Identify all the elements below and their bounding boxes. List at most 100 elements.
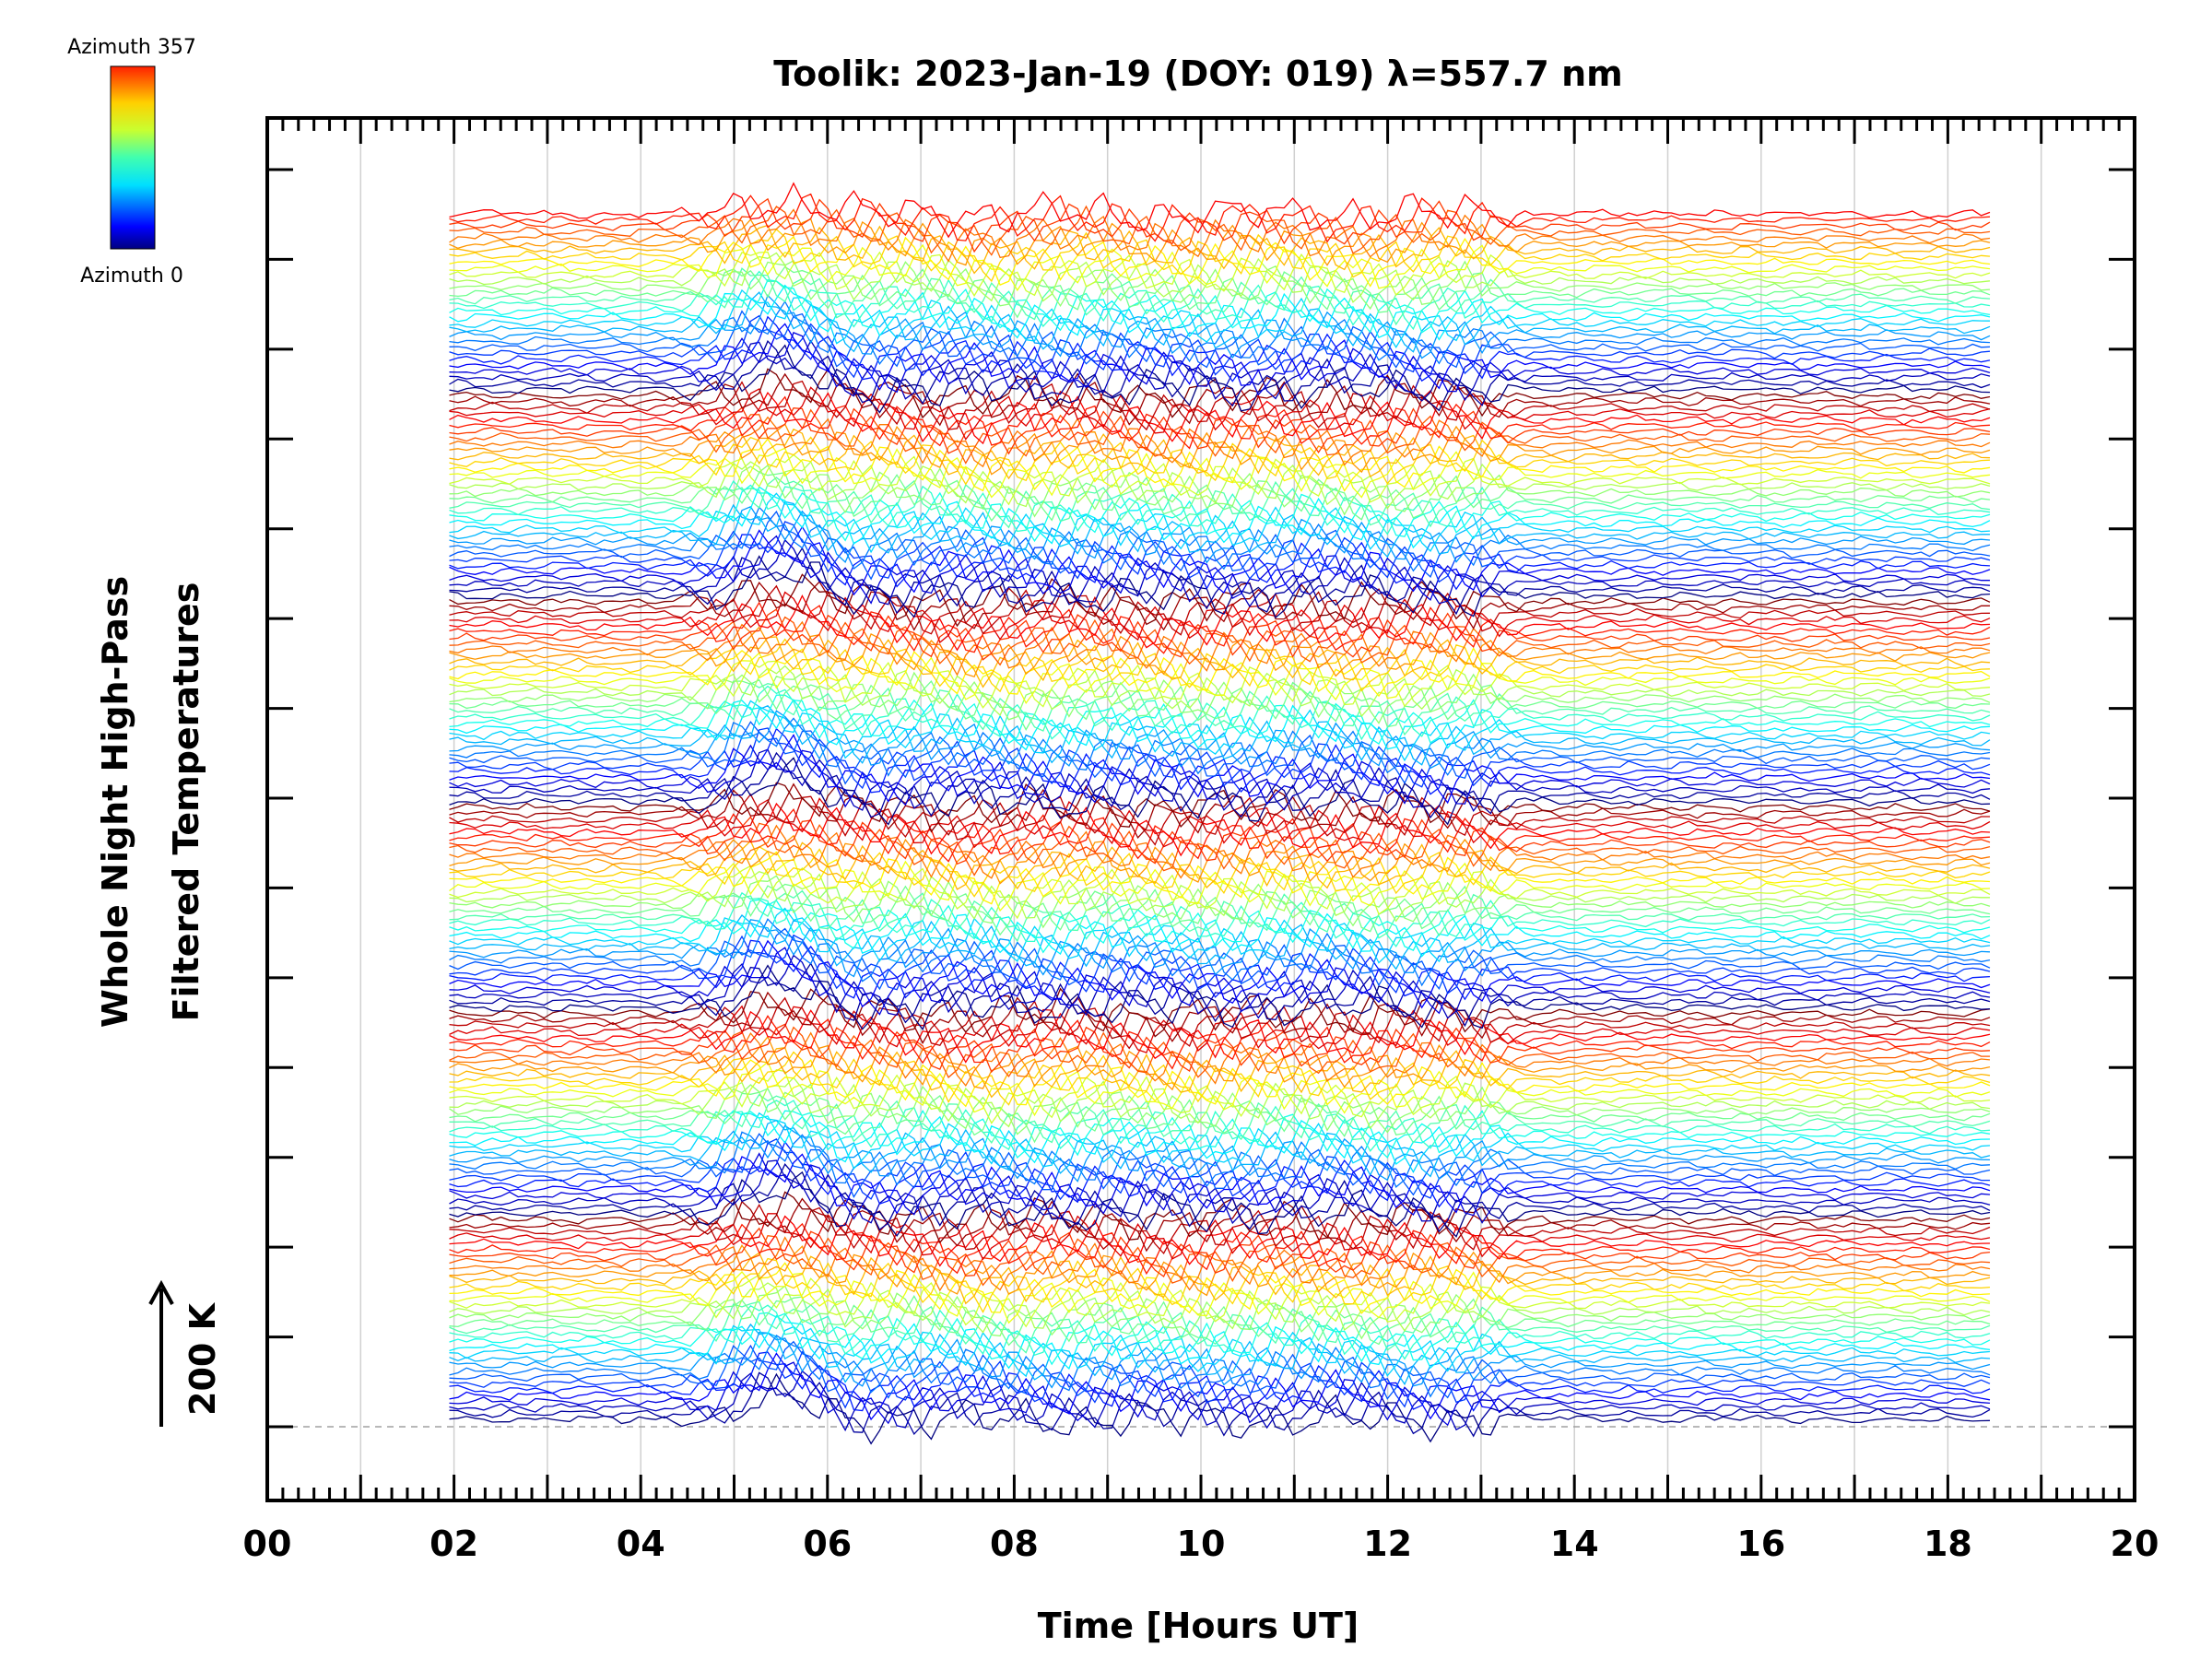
series-line bbox=[449, 555, 1991, 619]
series-line bbox=[449, 1124, 1991, 1182]
series-line bbox=[449, 991, 1991, 1044]
series-line bbox=[449, 197, 1991, 253]
series-line bbox=[449, 205, 1991, 256]
x-tick-label: 04 bbox=[617, 1524, 665, 1564]
series-line bbox=[449, 291, 1991, 353]
series-line bbox=[449, 428, 1991, 480]
series-line bbox=[449, 964, 1991, 1031]
series-line bbox=[449, 506, 1991, 572]
colorbar-bottom-label: Azimuth 0 bbox=[80, 265, 183, 288]
series-line bbox=[449, 870, 1990, 923]
series-line bbox=[449, 1133, 1991, 1198]
series-line bbox=[449, 182, 1991, 239]
series-line bbox=[449, 727, 1991, 790]
series-line bbox=[449, 260, 1991, 311]
series-line bbox=[449, 486, 1991, 549]
series-line bbox=[449, 1138, 1990, 1201]
series-line bbox=[449, 500, 1990, 559]
series-line bbox=[449, 1088, 1991, 1144]
series-line bbox=[449, 193, 1991, 243]
series-line bbox=[449, 344, 1991, 414]
series-line bbox=[449, 902, 1991, 958]
series-line bbox=[449, 608, 1991, 661]
series-line bbox=[449, 252, 1991, 303]
series-line bbox=[449, 460, 1991, 510]
series-line bbox=[449, 284, 1991, 341]
series-line bbox=[449, 521, 1991, 583]
series-line bbox=[449, 914, 1991, 971]
series-line bbox=[449, 699, 1991, 751]
series-line bbox=[449, 793, 1990, 846]
colorbar bbox=[110, 65, 156, 250]
y-axis-label-line1: Whole Night High-Pass bbox=[95, 576, 135, 1028]
x-tick-label: 10 bbox=[1177, 1524, 1226, 1564]
series-line bbox=[449, 919, 1991, 978]
series-line bbox=[449, 1294, 1991, 1347]
series-line bbox=[449, 636, 1991, 688]
series-line bbox=[449, 883, 1991, 936]
series-line bbox=[449, 1227, 1991, 1278]
series-line bbox=[449, 744, 1991, 808]
series-line bbox=[449, 858, 1991, 912]
x-tick-label: 16 bbox=[1736, 1524, 1785, 1564]
series-line bbox=[449, 423, 1991, 476]
series-line bbox=[449, 1244, 1991, 1297]
series-line bbox=[449, 573, 1991, 628]
x-tick-label: 08 bbox=[990, 1524, 1039, 1564]
series-line bbox=[449, 717, 1991, 777]
series-line bbox=[449, 1252, 1991, 1305]
series-line bbox=[449, 1324, 1991, 1378]
series-line bbox=[449, 265, 1991, 319]
series-line bbox=[449, 1140, 1991, 1208]
series-line bbox=[449, 1304, 1991, 1360]
series-line bbox=[449, 939, 1991, 1001]
series-line bbox=[449, 270, 1991, 331]
series-line bbox=[449, 816, 1991, 865]
scale-bar: 200 K bbox=[148, 1279, 223, 1427]
x-tick-label: 02 bbox=[429, 1524, 478, 1564]
series-line bbox=[449, 875, 1991, 929]
series-line bbox=[449, 1031, 1991, 1088]
series-traces bbox=[449, 182, 1991, 1445]
series-line bbox=[449, 907, 1991, 964]
series-line bbox=[449, 594, 1991, 652]
series-line bbox=[449, 620, 1991, 677]
series-line bbox=[449, 372, 1991, 427]
series-line bbox=[449, 1059, 1991, 1108]
series-line bbox=[449, 267, 1991, 326]
series-line bbox=[449, 591, 1991, 644]
series-line bbox=[449, 1334, 1991, 1398]
series-line bbox=[449, 1171, 1991, 1238]
series-line bbox=[449, 310, 1991, 369]
series-line bbox=[449, 678, 1991, 731]
series-line bbox=[449, 700, 1991, 762]
series-line bbox=[449, 721, 1991, 785]
series-line bbox=[449, 332, 1991, 396]
series-line bbox=[449, 386, 1991, 441]
series-line bbox=[449, 529, 1991, 596]
series-line bbox=[449, 1370, 1991, 1432]
series-line bbox=[449, 665, 1991, 718]
series-line bbox=[449, 934, 1991, 994]
series-line bbox=[449, 1015, 1991, 1070]
series-line bbox=[449, 865, 1991, 920]
series-line bbox=[449, 547, 1991, 616]
series-line bbox=[449, 652, 1991, 705]
series-line bbox=[449, 1340, 1991, 1400]
series-line bbox=[449, 685, 1991, 741]
series-line bbox=[449, 1131, 1991, 1188]
series-line bbox=[449, 1163, 1991, 1233]
series-line bbox=[449, 822, 1991, 877]
series-line bbox=[449, 395, 1991, 450]
series-line bbox=[449, 224, 1991, 275]
series-line bbox=[449, 465, 1991, 518]
series-line bbox=[449, 1083, 1991, 1135]
series-line bbox=[449, 1236, 1991, 1292]
series-line bbox=[449, 228, 1991, 283]
plot-frame bbox=[265, 116, 2136, 1502]
x-tick-label: 20 bbox=[2111, 1524, 2159, 1564]
series-line bbox=[449, 616, 1991, 666]
series-line bbox=[449, 235, 1991, 288]
colorbar-top-label: Azimuth 357 bbox=[67, 36, 196, 59]
series-line bbox=[449, 797, 1991, 849]
